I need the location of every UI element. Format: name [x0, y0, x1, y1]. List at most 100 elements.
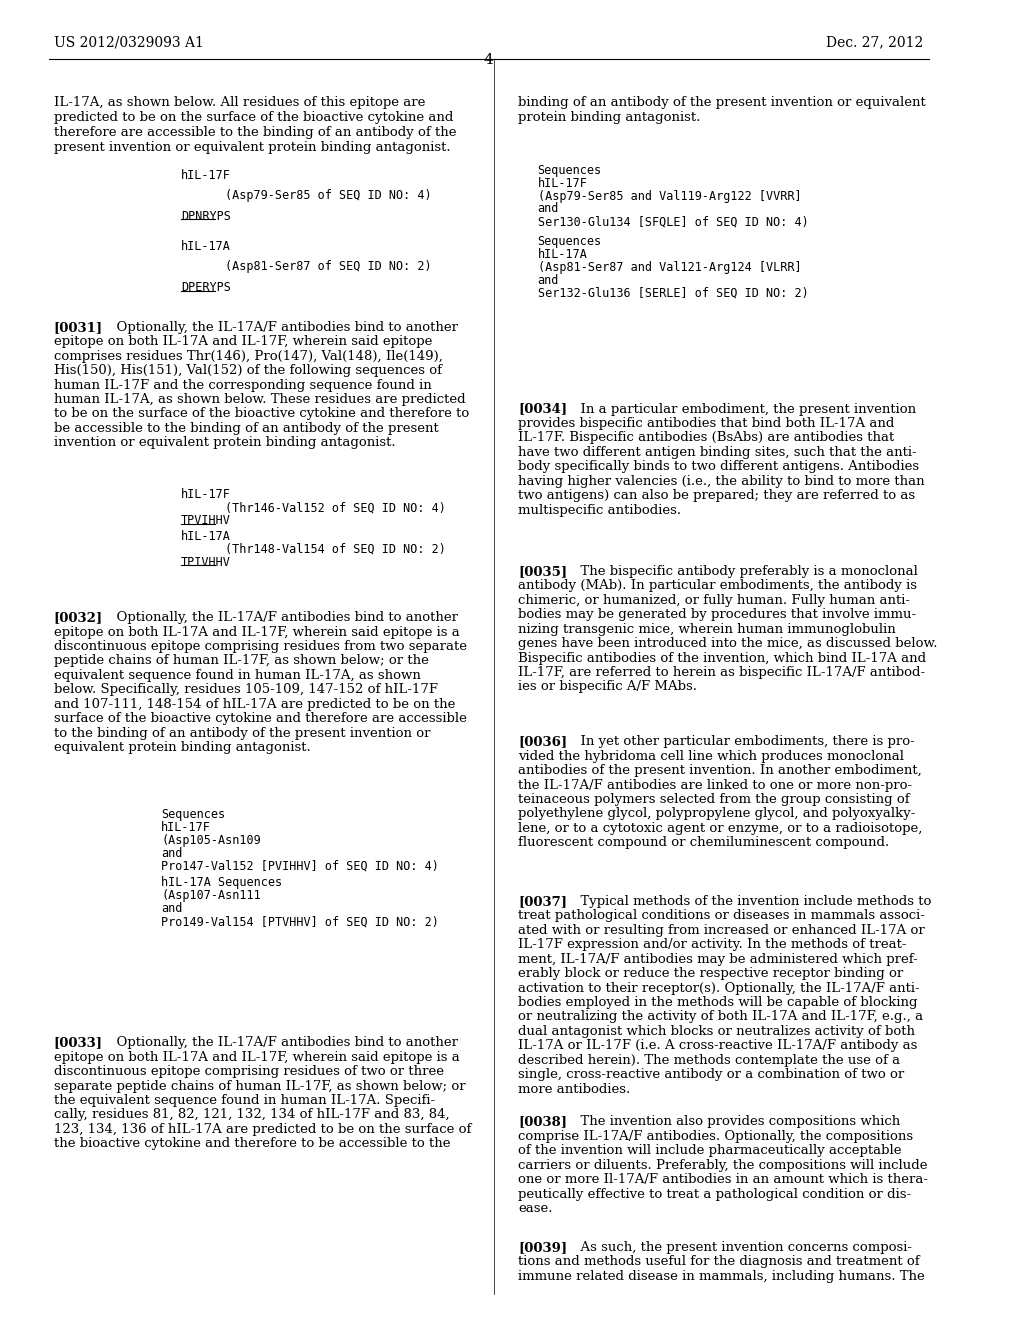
Text: [0032]: [0032]: [54, 611, 102, 624]
Text: As such, the present invention concerns composi-: As such, the present invention concerns …: [571, 1241, 911, 1254]
Text: (Asp105-Asn109: (Asp105-Asn109: [162, 834, 261, 846]
Text: Sequences: Sequences: [162, 808, 225, 821]
Text: more antibodies.: more antibodies.: [518, 1082, 631, 1096]
Text: below. Specifically, residues 105-109, 147-152 of hIL-17F: below. Specifically, residues 105-109, 1…: [54, 684, 438, 697]
Text: IL-17A, as shown below. All residues of this epitope are: IL-17A, as shown below. All residues of …: [54, 96, 425, 110]
Text: Dec. 27, 2012: Dec. 27, 2012: [826, 36, 924, 50]
Text: DPERYPS: DPERYPS: [181, 281, 230, 294]
Text: Sequences: Sequences: [538, 235, 602, 248]
Text: [0037]: [0037]: [518, 895, 567, 908]
Text: Sequences: Sequences: [538, 164, 602, 177]
Text: [0035]: [0035]: [518, 565, 567, 578]
Text: provides bispecific antibodies that bind both IL-17A and: provides bispecific antibodies that bind…: [518, 417, 894, 430]
Text: therefore are accessible to the binding of an antibody of the: therefore are accessible to the binding …: [54, 125, 457, 139]
Text: US 2012/0329093 A1: US 2012/0329093 A1: [54, 36, 204, 50]
Text: [0034]: [0034]: [518, 403, 567, 416]
Text: to the binding of an antibody of the present invention or: to the binding of an antibody of the pre…: [54, 727, 430, 739]
Text: single, cross-reactive antibody or a combination of two or: single, cross-reactive antibody or a com…: [518, 1068, 904, 1081]
Text: and: and: [538, 202, 559, 215]
Text: treat pathological conditions or diseases in mammals associ-: treat pathological conditions or disease…: [518, 909, 925, 923]
Text: erably block or reduce the respective receptor binding or: erably block or reduce the respective re…: [518, 968, 903, 981]
Text: chimeric, or humanized, or fully human. Fully human anti-: chimeric, or humanized, or fully human. …: [518, 594, 910, 607]
Text: hIL-17F: hIL-17F: [162, 821, 211, 834]
Text: IL-17F, are referred to herein as bispecific IL-17A/F antibod-: IL-17F, are referred to herein as bispec…: [518, 667, 926, 678]
Text: ment, IL-17A/F antibodies may be administered which pref-: ment, IL-17A/F antibodies may be adminis…: [518, 953, 918, 966]
Text: genes have been introduced into the mice, as discussed below.: genes have been introduced into the mice…: [518, 638, 938, 651]
Text: cally, residues 81, 82, 121, 132, 134 of hIL-17F and 83, 84,: cally, residues 81, 82, 121, 132, 134 of…: [54, 1109, 450, 1122]
Text: having higher valencies (i.e., the ability to bind to more than: having higher valencies (i.e., the abili…: [518, 475, 925, 488]
Text: bodies may be generated by procedures that involve immu-: bodies may be generated by procedures th…: [518, 609, 916, 622]
Text: hIL-17A Sequences: hIL-17A Sequences: [162, 876, 283, 890]
Text: body specifically binds to two different antigens. Antibodies: body specifically binds to two different…: [518, 461, 920, 474]
Text: IL-17F expression and/or activity. In the methods of treat-: IL-17F expression and/or activity. In th…: [518, 939, 906, 952]
Text: surface of the bioactive cytokine and therefore are accessible: surface of the bioactive cytokine and th…: [54, 713, 467, 725]
Text: equivalent sequence found in human IL-17A, as shown: equivalent sequence found in human IL-17…: [54, 669, 421, 682]
Text: [0038]: [0038]: [518, 1115, 567, 1129]
Text: carriers or diluents. Preferably, the compositions will include: carriers or diluents. Preferably, the co…: [518, 1159, 928, 1172]
Text: described herein). The methods contemplate the use of a: described herein). The methods contempla…: [518, 1053, 900, 1067]
Text: [0039]: [0039]: [518, 1241, 567, 1254]
Text: ated with or resulting from increased or enhanced IL-17A or: ated with or resulting from increased or…: [518, 924, 925, 937]
Text: tions and methods useful for the diagnosis and treatment of: tions and methods useful for the diagnos…: [518, 1255, 920, 1269]
Text: IL-17F. Bispecific antibodies (BsAbs) are antibodies that: IL-17F. Bispecific antibodies (BsAbs) ar…: [518, 432, 894, 445]
Text: Optionally, the IL-17A/F antibodies bind to another: Optionally, the IL-17A/F antibodies bind…: [108, 321, 458, 334]
Text: IL-17A or IL-17F (i.e. A cross-reactive IL-17A/F antibody as: IL-17A or IL-17F (i.e. A cross-reactive …: [518, 1039, 918, 1052]
Text: antibodies of the present invention. In another embodiment,: antibodies of the present invention. In …: [518, 764, 922, 777]
Text: Optionally, the IL-17A/F antibodies bind to another: Optionally, the IL-17A/F antibodies bind…: [108, 1036, 458, 1049]
Text: to be on the surface of the bioactive cytokine and therefore to: to be on the surface of the bioactive cy…: [54, 408, 469, 420]
Text: (Asp79-Ser85 and Val119-Arg122 [VVRR]: (Asp79-Ser85 and Val119-Arg122 [VVRR]: [538, 190, 801, 202]
Text: [0033]: [0033]: [54, 1036, 102, 1049]
Text: nizing transgenic mice, wherein human immunoglobulin: nizing transgenic mice, wherein human im…: [518, 623, 896, 636]
Text: antibody (MAb). In particular embodiments, the antibody is: antibody (MAb). In particular embodiment…: [518, 579, 918, 593]
Text: hIL-17A: hIL-17A: [181, 529, 230, 543]
Text: hIL-17A: hIL-17A: [538, 248, 588, 260]
Text: comprises residues Thr(146), Pro(147), Val(148), Ile(149),: comprises residues Thr(146), Pro(147), V…: [54, 350, 442, 363]
Text: peutically effective to treat a pathological condition or dis-: peutically effective to treat a patholog…: [518, 1188, 911, 1201]
Text: epitope on both IL-17A and IL-17F, wherein said epitope is a: epitope on both IL-17A and IL-17F, where…: [54, 1051, 460, 1064]
Text: (Thr146-Val152 of SEQ ID NO: 4): (Thr146-Val152 of SEQ ID NO: 4): [225, 502, 445, 515]
Text: teinaceous polymers selected from the group consisting of: teinaceous polymers selected from the gr…: [518, 793, 909, 807]
Text: be accessible to the binding of an antibody of the present: be accessible to the binding of an antib…: [54, 422, 438, 434]
Text: His(150), His(151), Val(152) of the following sequences of: His(150), His(151), Val(152) of the foll…: [54, 364, 441, 378]
Text: the equivalent sequence found in human IL-17A. Specifi-: the equivalent sequence found in human I…: [54, 1094, 435, 1107]
Text: Typical methods of the invention include methods to: Typical methods of the invention include…: [571, 895, 931, 908]
Text: Ser130-Glu134 [SFQLE] of SEQ ID NO: 4): Ser130-Glu134 [SFQLE] of SEQ ID NO: 4): [538, 215, 808, 228]
Text: In yet other particular embodiments, there is pro-: In yet other particular embodiments, the…: [571, 735, 914, 748]
Text: ease.: ease.: [518, 1203, 553, 1214]
Text: Bispecific antibodies of the invention, which bind IL-17A and: Bispecific antibodies of the invention, …: [518, 652, 926, 664]
Text: separate peptide chains of human IL-17F, as shown below; or: separate peptide chains of human IL-17F,…: [54, 1080, 465, 1093]
Text: discontinuous epitope comprising residues from two separate: discontinuous epitope comprising residue…: [54, 640, 467, 653]
Text: fluorescent compound or chemiluminescent compound.: fluorescent compound or chemiluminescent…: [518, 837, 889, 849]
Text: hIL-17F: hIL-17F: [181, 169, 230, 182]
Text: Ser132-Glu136 [SERLE] of SEQ ID NO: 2): Ser132-Glu136 [SERLE] of SEQ ID NO: 2): [538, 286, 808, 300]
Text: (Asp79-Ser85 of SEQ ID NO: 4): (Asp79-Ser85 of SEQ ID NO: 4): [225, 189, 431, 202]
Text: and 107-111, 148-154 of hIL-17A are predicted to be on the: and 107-111, 148-154 of hIL-17A are pred…: [54, 698, 455, 710]
Text: human IL-17A, as shown below. These residues are predicted: human IL-17A, as shown below. These resi…: [54, 393, 465, 407]
Text: and: and: [538, 273, 559, 286]
Text: of the invention will include pharmaceutically acceptable: of the invention will include pharmaceut…: [518, 1144, 901, 1158]
Text: [0031]: [0031]: [54, 321, 102, 334]
Text: (Asp107-Asn111: (Asp107-Asn111: [162, 890, 261, 903]
Text: vided the hybridoma cell line which produces monoclonal: vided the hybridoma cell line which prod…: [518, 750, 904, 763]
Text: (Thr148-Val154 of SEQ ID NO: 2): (Thr148-Val154 of SEQ ID NO: 2): [225, 543, 445, 556]
Text: lene, or to a cytotoxic agent or enzyme, or to a radioisotope,: lene, or to a cytotoxic agent or enzyme,…: [518, 822, 923, 834]
Text: predicted to be on the surface of the bioactive cytokine and: predicted to be on the surface of the bi…: [54, 111, 454, 124]
Text: [0036]: [0036]: [518, 735, 567, 748]
Text: The invention also provides compositions which: The invention also provides compositions…: [571, 1115, 900, 1129]
Text: ies or bispecific A/F MAbs.: ies or bispecific A/F MAbs.: [518, 681, 697, 693]
Text: DPNRYPS: DPNRYPS: [181, 210, 230, 223]
Text: or neutralizing the activity of both IL-17A and IL-17F, e.g., a: or neutralizing the activity of both IL-…: [518, 1011, 924, 1023]
Text: (Asp81-Ser87 of SEQ ID NO: 2): (Asp81-Ser87 of SEQ ID NO: 2): [225, 260, 431, 273]
Text: (Asp81-Ser87 and Val121-Arg124 [VLRR]: (Asp81-Ser87 and Val121-Arg124 [VLRR]: [538, 260, 801, 273]
Text: Optionally, the IL-17A/F antibodies bind to another: Optionally, the IL-17A/F antibodies bind…: [108, 611, 458, 624]
Text: TPIVHHV: TPIVHHV: [181, 556, 230, 569]
Text: TPVIHHV: TPVIHHV: [181, 515, 230, 527]
Text: dual antagonist which blocks or neutralizes activity of both: dual antagonist which blocks or neutrali…: [518, 1024, 915, 1038]
Text: binding of an antibody of the present invention or equivalent: binding of an antibody of the present in…: [518, 96, 926, 110]
Text: peptide chains of human IL-17F, as shown below; or the: peptide chains of human IL-17F, as shown…: [54, 655, 429, 668]
Text: activation to their receptor(s). Optionally, the IL-17A/F anti-: activation to their receptor(s). Optiona…: [518, 982, 920, 994]
Text: the bioactive cytokine and therefore to be accessible to the: the bioactive cytokine and therefore to …: [54, 1138, 451, 1150]
Text: hIL-17F: hIL-17F: [538, 177, 588, 190]
Text: epitope on both IL-17A and IL-17F, wherein said epitope: epitope on both IL-17A and IL-17F, where…: [54, 335, 432, 348]
Text: discontinuous epitope comprising residues of two or three: discontinuous epitope comprising residue…: [54, 1065, 443, 1078]
